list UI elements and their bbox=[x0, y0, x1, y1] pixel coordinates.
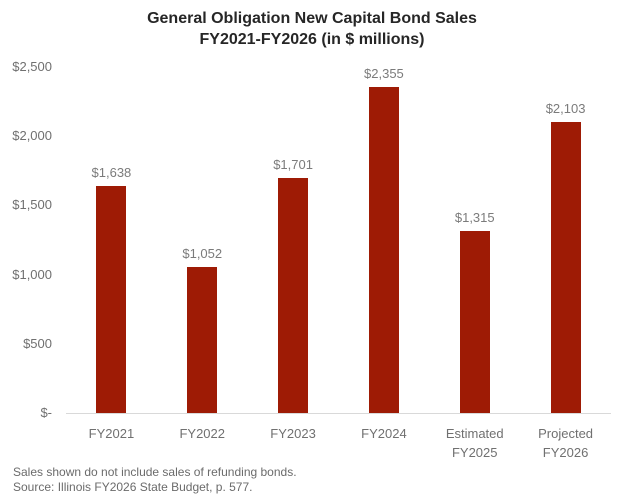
bar-value-label: $2,355 bbox=[364, 66, 404, 81]
bar-value-label: $2,103 bbox=[545, 101, 586, 116]
bar-value-label: $1,701 bbox=[273, 157, 313, 172]
bar bbox=[96, 186, 127, 413]
bar-value-label: $1,052 bbox=[182, 246, 223, 261]
footnote-note: Sales shown do not include sales of refu… bbox=[13, 465, 297, 479]
y-axis-tick-label: $1,000 bbox=[12, 266, 52, 282]
chart-title-line2: FY2021-FY2026 (in $ millions) bbox=[199, 31, 425, 48]
y-axis-tick-label: $- bbox=[40, 405, 52, 420]
bar bbox=[550, 122, 581, 413]
x-axis-label: Projected FY2026 bbox=[538, 426, 594, 460]
x-axis-label: FY2024 bbox=[361, 426, 407, 441]
y-axis-tick-label: $2,000 bbox=[12, 128, 52, 144]
x-axis-label: FY2022 bbox=[179, 426, 226, 441]
bar-value-label: $1,638 bbox=[91, 165, 132, 180]
footnote-source: Source: Illinois FY2026 State Budget, p.… bbox=[13, 480, 253, 494]
bar-value-label: $1,315 bbox=[454, 210, 495, 225]
footnotes: Sales shown do not include sales of refu… bbox=[13, 465, 297, 495]
chart-title-line1: General Obligation New Capital Bond Sale… bbox=[147, 10, 477, 27]
y-axis-tick-label: $2,500 bbox=[12, 59, 52, 74]
x-axis-line bbox=[66, 413, 611, 414]
x-axis-label: FY2023 bbox=[270, 426, 316, 441]
bar bbox=[459, 231, 490, 413]
bar bbox=[278, 178, 309, 413]
y-axis-tick-label: $1,500 bbox=[12, 197, 52, 213]
bar bbox=[368, 87, 399, 413]
x-axis-label: FY2021 bbox=[88, 426, 135, 441]
x-axis-label: Estimated FY2025 bbox=[445, 426, 504, 460]
y-axis-tick-label: $500 bbox=[23, 335, 52, 351]
chart-title: General Obligation New Capital Bond Sale… bbox=[0, 8, 624, 50]
bar bbox=[187, 267, 218, 413]
